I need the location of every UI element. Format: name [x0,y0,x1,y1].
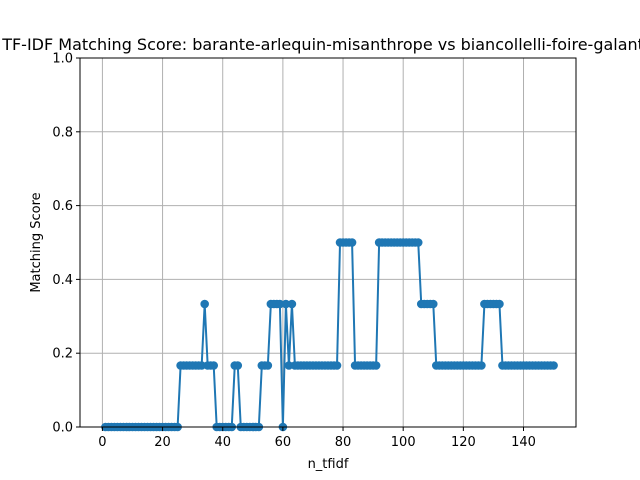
plot-frame [79,57,577,428]
data-point [287,299,297,309]
data-point [263,361,273,370]
chart-title: TF-IDF Matching Score: barante-arlequin-… [1,35,640,54]
data-point [200,299,209,309]
data-point [428,299,438,309]
x-tick-label: 60 [275,435,292,450]
series-layer [101,238,558,432]
x-tick-label: 40 [214,435,231,450]
x-tick-label: 140 [511,435,536,450]
x-axis-label: n_tfidf [308,457,349,472]
y-tick-label: 1.0 [52,52,73,67]
y-tick-label: 0.0 [52,421,73,436]
x-axis-ticks: 0 20 40 60 80 100 120 140 [98,427,536,450]
data-point [209,361,218,370]
data-point [477,361,486,370]
x-tick-label: 120 [451,435,476,450]
data-point [371,361,381,370]
data-point [413,238,423,247]
x-tick-label: 80 [335,435,352,450]
data-point [347,238,357,247]
series-markers [101,238,558,432]
y-axis-ticks: 0.0 0.2 0.4 0.6 0.8 1.0 [52,52,80,436]
y-tick-label: 0.2 [52,347,73,362]
x-tick-label: 20 [154,435,171,450]
data-point [332,361,342,370]
y-tick-label: 0.6 [52,199,73,214]
data-point [233,361,243,370]
y-axis-label: Matching Score [29,192,44,292]
data-point [495,299,504,309]
x-tick-label: 0 [98,435,106,450]
data-point [281,299,291,309]
y-tick-label: 0.4 [52,273,73,288]
data-point [197,361,206,370]
x-tick-label: 100 [391,435,416,450]
data-point [284,361,294,370]
data-point [275,299,285,309]
y-tick-label: 0.8 [52,125,73,140]
data-point [549,361,558,370]
